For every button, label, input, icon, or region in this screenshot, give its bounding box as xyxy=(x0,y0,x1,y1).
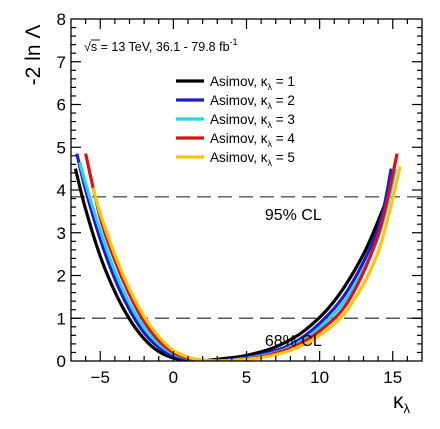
y-tick-label: 2 xyxy=(57,267,66,286)
series-line-kl3 xyxy=(78,161,398,361)
reference-lines xyxy=(71,196,422,319)
legend-label-kl1: Asimov, κλ = 1 xyxy=(210,74,295,92)
axis-ticks xyxy=(71,19,422,361)
reference-label-1: 68% CL xyxy=(265,333,322,350)
legend-label-kl3: Asimov, κλ = 3 xyxy=(210,112,295,130)
svg-text:√s = 13 TeV, 36.1 - 79.8 fb-1: √s = 13 TeV, 36.1 - 79.8 fb-1 xyxy=(84,37,238,54)
series-line-kl4 xyxy=(84,153,399,361)
y-tick-label: 0 xyxy=(57,352,66,371)
series-line-kl2 xyxy=(75,153,393,361)
tick-labels: −5 0 5 10 15 0 1 2 3 4 5 6 7 8 xyxy=(57,10,403,387)
x-tick-label: −5 xyxy=(91,368,110,387)
y-tick-label: 5 xyxy=(57,138,66,157)
likelihood-curves xyxy=(73,153,402,361)
reference-label-0: 95% CL xyxy=(265,207,322,224)
x-axis-title: κλ xyxy=(393,390,411,416)
legend-label-kl2: Asimov, κλ = 2 xyxy=(210,93,295,111)
y-tick-label: 3 xyxy=(57,224,66,243)
reference-labels: 95% CL 68% CL xyxy=(265,207,322,350)
x-tick-label: 15 xyxy=(383,368,402,387)
x-tick-label: 5 xyxy=(242,368,251,387)
x-tick-label: 0 xyxy=(169,368,178,387)
y-tick-label: 8 xyxy=(57,10,66,29)
energy-luminosity-annotation: √s = 13 TeV, 36.1 - 79.8 fb-1 xyxy=(84,37,238,54)
y-axis-title: -2 ln Λ xyxy=(22,25,45,86)
y-tick-label: 7 xyxy=(57,53,66,72)
y-tick-label: 6 xyxy=(57,96,66,115)
y-tick-label: 4 xyxy=(57,181,66,200)
legend-label-kl5: Asimov, κλ = 5 xyxy=(210,150,295,168)
x-tick-label: 10 xyxy=(310,368,329,387)
y-tick-label: 1 xyxy=(57,309,66,328)
legend-label-kl4: Asimov, κλ = 4 xyxy=(210,131,295,149)
